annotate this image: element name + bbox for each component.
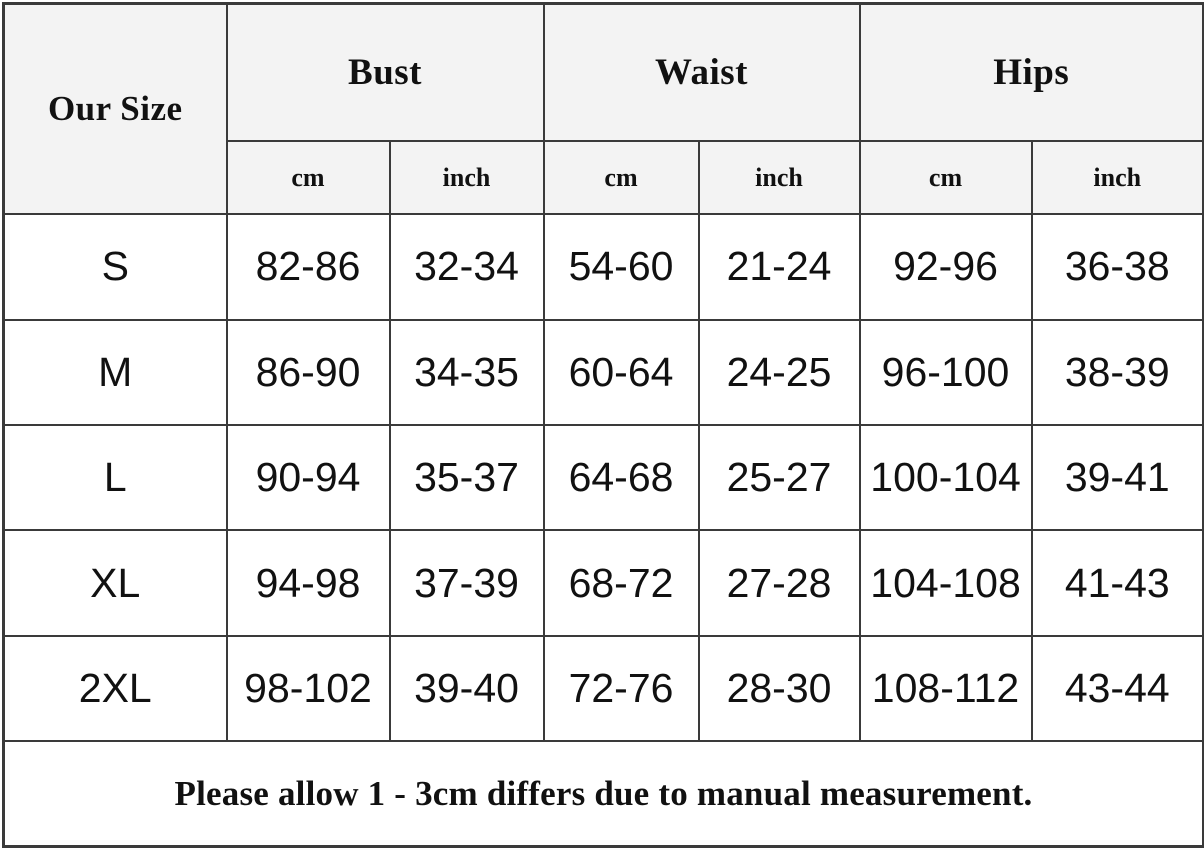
cell-waist-inch: 27-28: [697, 529, 861, 637]
header-waist-inch: inch: [697, 140, 861, 216]
header-waist-cm: cm: [542, 140, 700, 216]
table-row-2xl: 2XL 98-102 39-40 72-76 28-30 108-112 43-…: [2, 634, 1204, 743]
header-hips-cm: cm: [858, 140, 1033, 216]
cell-bust-cm: 90-94: [225, 423, 391, 532]
cell-hips-cm: 96-100: [858, 318, 1033, 426]
cell-bust-inch: 39-40: [388, 634, 545, 743]
header-bust: Bust: [225, 2, 545, 143]
cell-hips-inch: 39-41: [1030, 423, 1204, 532]
table-row-l: L 90-94 35-37 64-68 25-27 100-104 39-41: [2, 423, 1204, 532]
cell-bust-cm: 94-98: [225, 529, 391, 637]
cell-hips-cm: 104-108: [858, 529, 1033, 637]
cell-hips-inch: 43-44: [1030, 634, 1204, 743]
header-bust-cm: cm: [225, 140, 391, 216]
size-label: M: [2, 318, 228, 426]
cell-waist-inch: 28-30: [697, 634, 861, 743]
cell-hips-cm: 100-104: [858, 423, 1033, 532]
size-label: L: [2, 423, 228, 532]
cell-bust-inch: 34-35: [388, 318, 545, 426]
header-waist: Waist: [542, 2, 861, 143]
size-label: 2XL: [2, 634, 228, 743]
table-row-s: S 82-86 32-34 54-60 21-24 92-96 36-38: [2, 213, 1204, 321]
cell-waist-cm: 60-64: [542, 318, 700, 426]
cell-bust-inch: 35-37: [388, 423, 545, 532]
header-our-size: Our Size: [2, 2, 228, 216]
cell-bust-inch: 37-39: [388, 529, 545, 637]
cell-waist-cm: 68-72: [542, 529, 700, 637]
cell-waist-inch: 25-27: [697, 423, 861, 532]
cell-hips-inch: 38-39: [1030, 318, 1204, 426]
cell-hips-cm: 92-96: [858, 213, 1033, 321]
cell-waist-cm: 64-68: [542, 423, 700, 532]
size-label: XL: [2, 529, 228, 637]
size-label: S: [2, 213, 228, 321]
cell-hips-inch: 36-38: [1030, 213, 1204, 321]
header-bust-inch: inch: [388, 140, 545, 216]
cell-bust-cm: 98-102: [225, 634, 391, 743]
cell-waist-inch: 24-25: [697, 318, 861, 426]
measurement-disclaimer: Please allow 1 - 3cm differs due to manu…: [2, 740, 1204, 848]
cell-waist-cm: 72-76: [542, 634, 700, 743]
header-hips: Hips: [858, 2, 1204, 143]
table-footer-row: Please allow 1 - 3cm differs due to manu…: [2, 740, 1204, 848]
header-hips-inch: inch: [1030, 140, 1204, 216]
cell-waist-cm: 54-60: [542, 213, 700, 321]
table-row-m: M 86-90 34-35 60-64 24-25 96-100 38-39: [2, 318, 1204, 426]
cell-hips-cm: 108-112: [858, 634, 1033, 743]
cell-bust-inch: 32-34: [388, 213, 545, 321]
cell-waist-inch: 21-24: [697, 213, 861, 321]
cell-hips-inch: 41-43: [1030, 529, 1204, 637]
cell-bust-cm: 82-86: [225, 213, 391, 321]
table-row-xl: XL 94-98 37-39 68-72 27-28 104-108 41-43: [2, 529, 1204, 637]
cell-bust-cm: 86-90: [225, 318, 391, 426]
